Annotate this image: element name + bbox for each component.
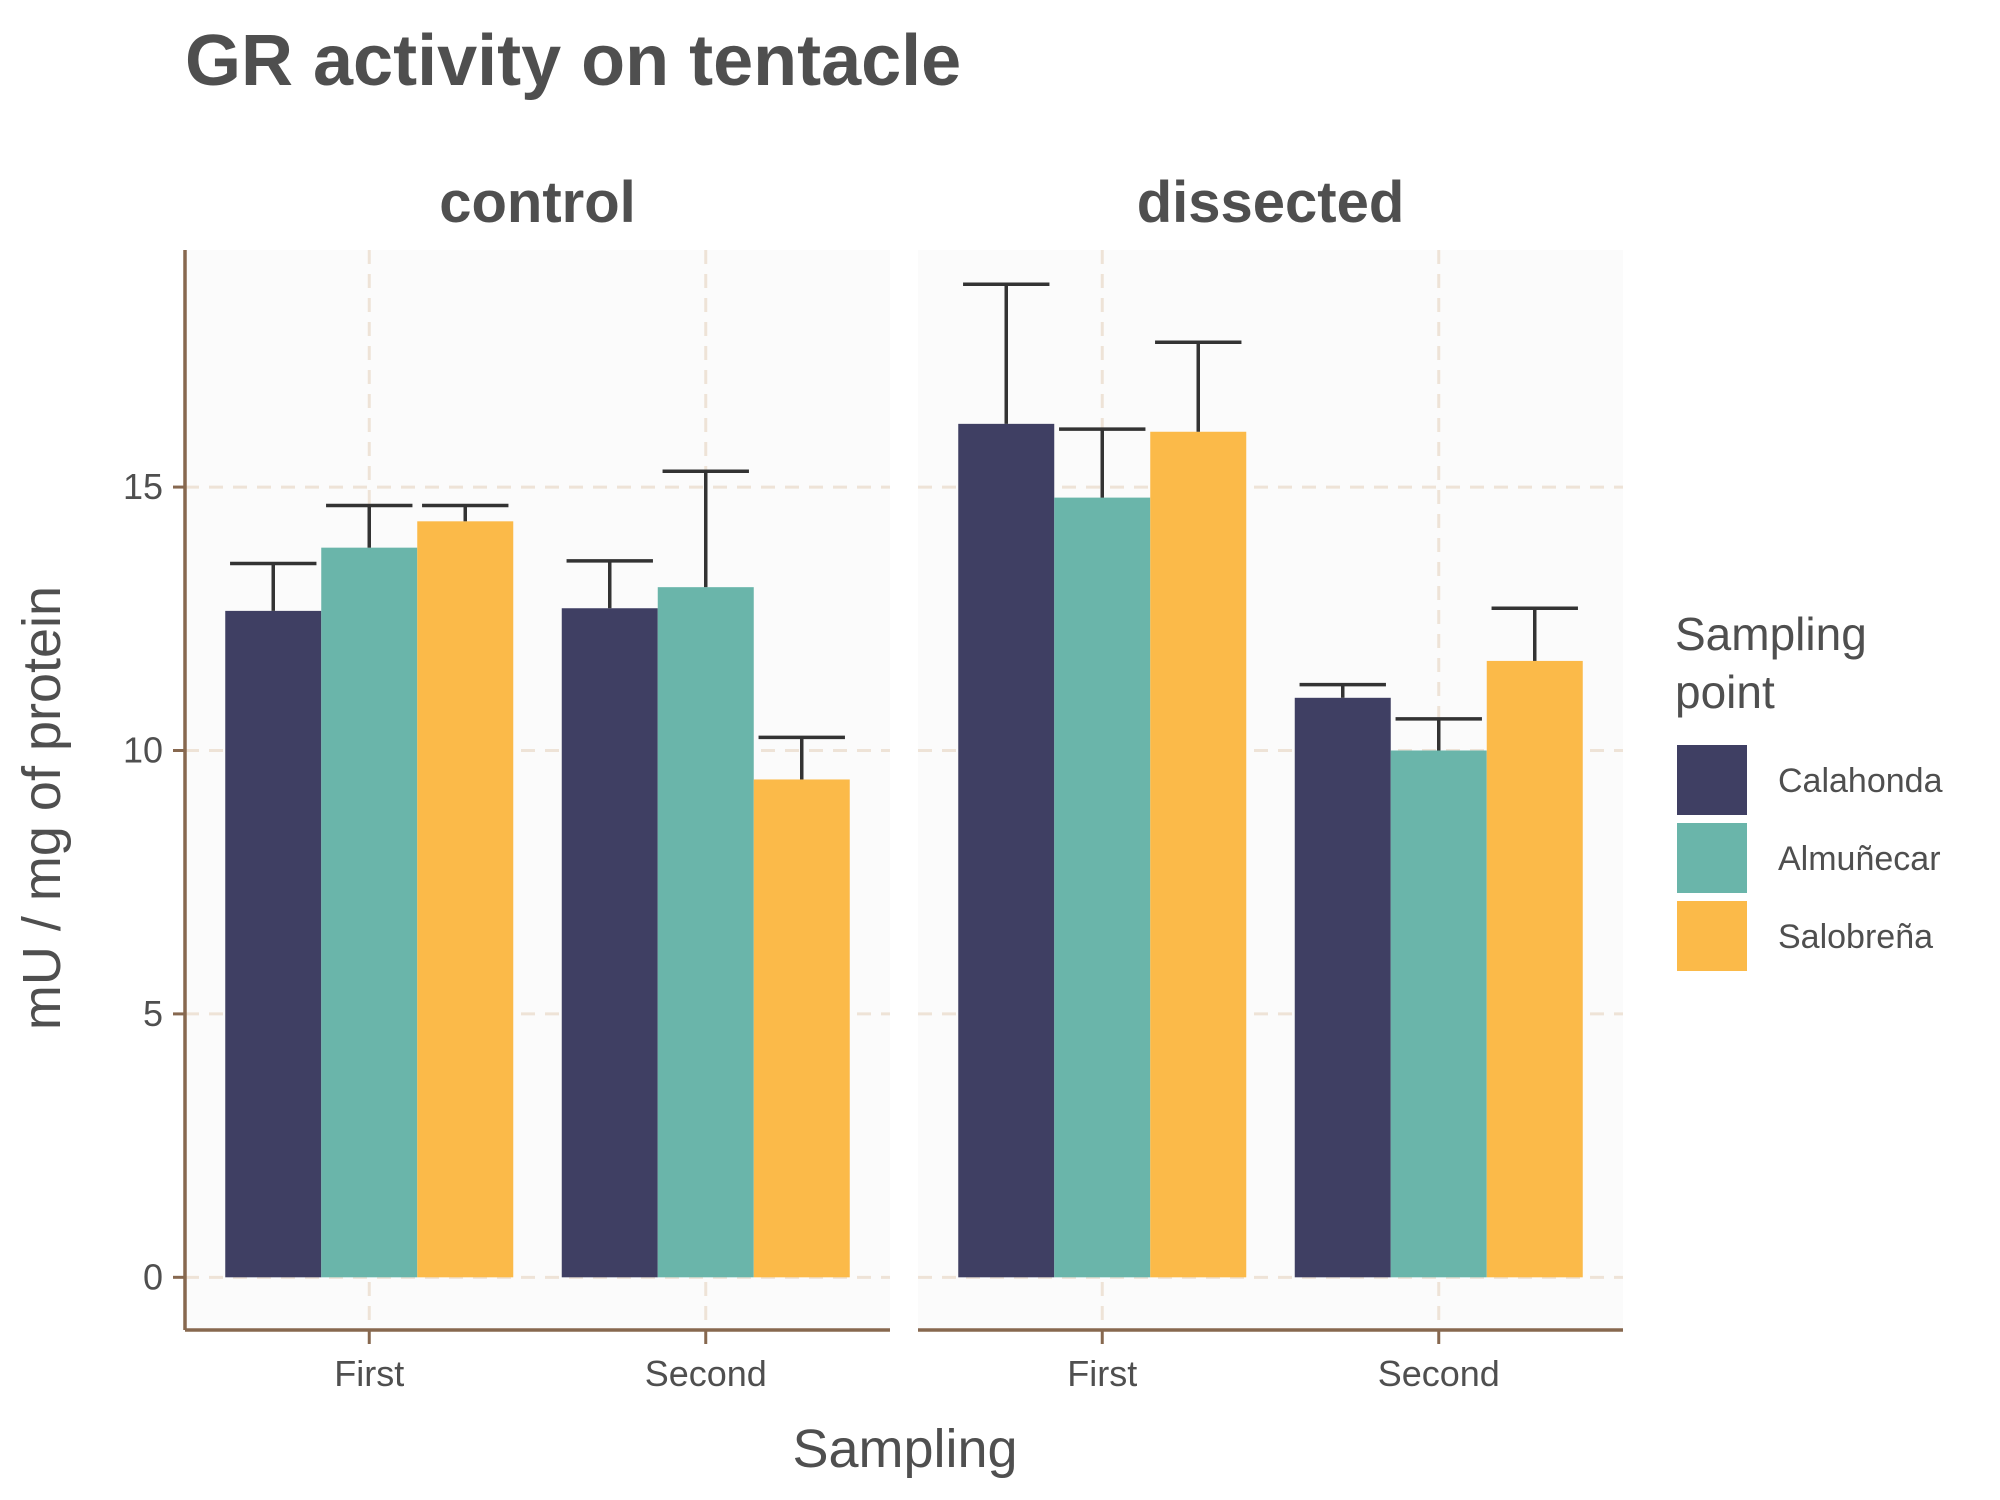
y-tick-label: 5 bbox=[143, 993, 163, 1034]
bar-control-First-Calahonda bbox=[225, 610, 322, 1278]
legend-label-Almuñecar: Almuñecar bbox=[1778, 840, 1941, 878]
bar-control-First-Almuñecar bbox=[321, 547, 418, 1278]
legend-title-line: Sampling bbox=[1675, 608, 1867, 660]
x-tick-label: Second bbox=[1378, 1353, 1500, 1394]
bar-control-First-Salobreña bbox=[417, 521, 514, 1278]
bar-control-Second-Salobreña bbox=[753, 779, 850, 1278]
x-axis-title: Sampling bbox=[792, 1419, 1017, 1479]
panels: control First Second 0 5 10 15 dissected First Se… bbox=[123, 170, 1623, 1394]
legend-label-Calahonda: Calahonda bbox=[1778, 762, 1943, 800]
legend-key-Salobreña bbox=[1677, 901, 1747, 971]
bar-dissected-Second-Almuñecar bbox=[1390, 750, 1487, 1278]
panel-label-dissected: dissected bbox=[1137, 170, 1405, 235]
panel-control: control First Second 0 5 10 15 bbox=[123, 170, 890, 1394]
x-tick-label: First bbox=[334, 1353, 404, 1394]
bar-control-Second-Calahonda bbox=[561, 608, 658, 1278]
legend: Sampling point Calahonda Almuñecar Salobreña bbox=[1675, 608, 1943, 971]
y-tick-label: 10 bbox=[123, 729, 163, 770]
x-tick-label: Second bbox=[645, 1353, 767, 1394]
legend-key-Calahonda bbox=[1677, 745, 1747, 815]
bar-control-Second-Almuñecar bbox=[657, 587, 754, 1278]
y-tick-label: 0 bbox=[143, 1256, 163, 1297]
bar-dissected-First-Salobreña bbox=[1150, 431, 1247, 1278]
bar-dissected-Second-Salobreña bbox=[1486, 660, 1583, 1278]
y-axis-title: mU / mg of protein bbox=[12, 586, 72, 1030]
legend-title-line: point bbox=[1675, 666, 1775, 718]
bar-dissected-First-Almuñecar bbox=[1054, 497, 1151, 1278]
legend-key-Almuñecar bbox=[1677, 823, 1747, 893]
bar-dissected-First-Calahonda bbox=[958, 423, 1055, 1278]
x-tick-label: First bbox=[1067, 1353, 1137, 1394]
panel-dissected: dissected First Second bbox=[918, 170, 1623, 1394]
panel-label-control: control bbox=[439, 170, 636, 235]
y-tick-label: 15 bbox=[123, 466, 163, 507]
bar-dissected-Second-Calahonda bbox=[1294, 697, 1391, 1278]
legend-label-Salobreña: Salobreña bbox=[1778, 918, 1933, 956]
chart-title: GR activity on tentacle bbox=[185, 21, 961, 101]
